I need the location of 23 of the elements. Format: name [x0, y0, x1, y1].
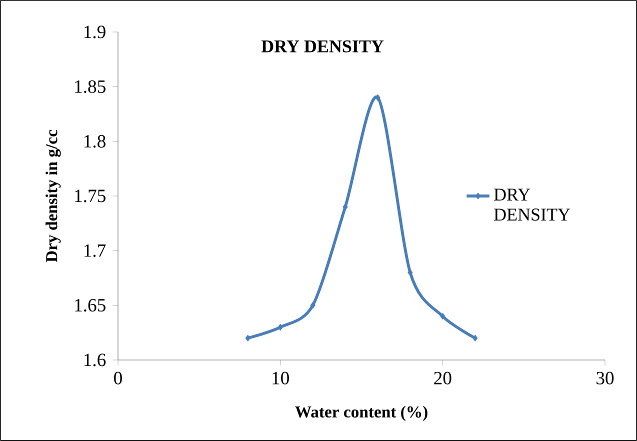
x-axis-title: Water content (%): [295, 406, 428, 421]
x-tick-label: 10: [272, 372, 289, 384]
y-tick-label: 1.8: [84, 134, 106, 148]
x-tick-label: 30: [596, 372, 614, 384]
y-axis-title: Dry density in g/cc: [46, 130, 61, 262]
y-tick-label: 1.65: [75, 299, 106, 312]
point: [408, 269, 413, 276]
point: [472, 334, 478, 342]
y-tick-label: 1.7: [84, 244, 106, 257]
y-tick-label: 1.85: [75, 80, 106, 94]
point: [310, 302, 316, 309]
chart-title: DRY DENSITY: [261, 40, 384, 52]
y-tick-label: 1.75: [75, 190, 106, 202]
x-tick-label: 20: [434, 372, 452, 384]
y-tick-label: 1.9: [84, 26, 106, 38]
point: [342, 204, 348, 210]
point: [245, 334, 250, 342]
y-tick-label: 1.6: [84, 354, 106, 366]
point: [278, 324, 283, 330]
point: [375, 94, 380, 101]
point: [440, 312, 446, 320]
legend-label: DRY DENSITY: [494, 188, 570, 221]
x-tick-label: 0: [114, 372, 122, 384]
